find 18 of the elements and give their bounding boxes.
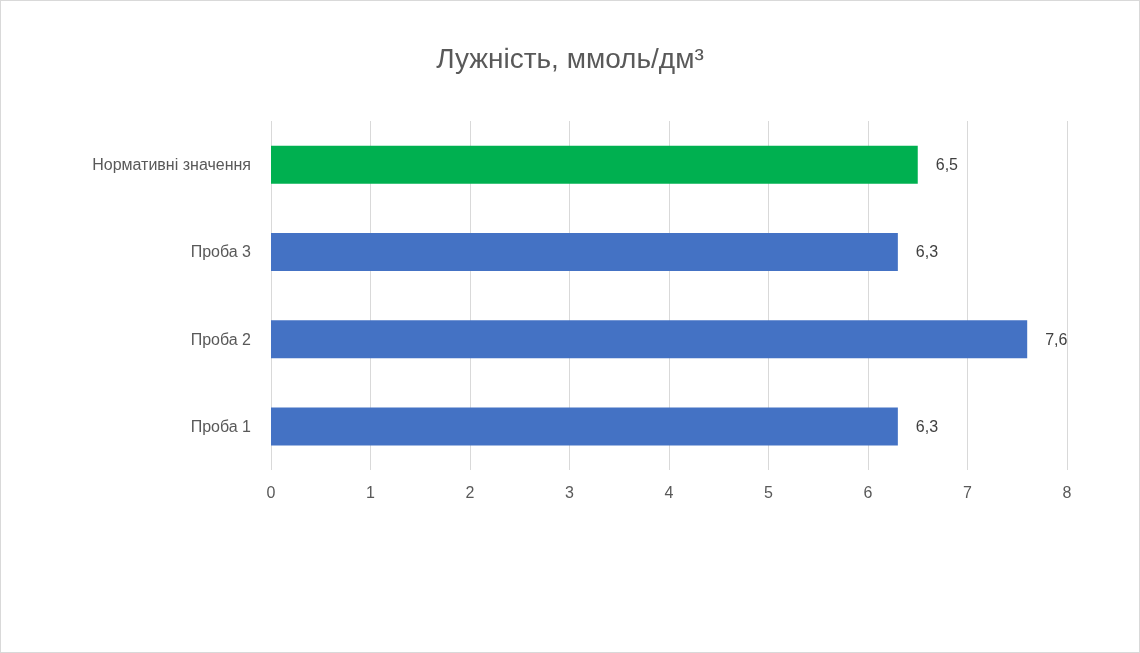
data-label: 7,6 xyxy=(1045,330,1068,348)
y-tick-label: Проба 2 xyxy=(190,330,252,348)
data-label: 6,3 xyxy=(915,417,939,435)
y-tick-label: Проба 3 xyxy=(190,243,252,261)
y-tick-label: Проба 1 xyxy=(190,417,252,435)
data-label: 6,3 xyxy=(915,243,939,261)
data-label: 6,5 xyxy=(935,156,959,174)
x-tick-label: 2 xyxy=(465,483,475,501)
x-tick-label: 8 xyxy=(1062,483,1072,501)
x-tick-label: 4 xyxy=(664,483,674,501)
y-tick-label: Нормативні значення xyxy=(92,156,251,174)
x-tick-label: 3 xyxy=(565,483,575,501)
x-tick-label: 6 xyxy=(863,483,873,501)
x-tick-label: 7 xyxy=(963,483,973,501)
chart-title: Лужність, ммоль/дм³ xyxy=(436,42,704,74)
x-tick-label: 5 xyxy=(764,483,774,501)
x-tick-label: 0 xyxy=(266,483,276,501)
x-tick-label: 1 xyxy=(366,483,376,501)
